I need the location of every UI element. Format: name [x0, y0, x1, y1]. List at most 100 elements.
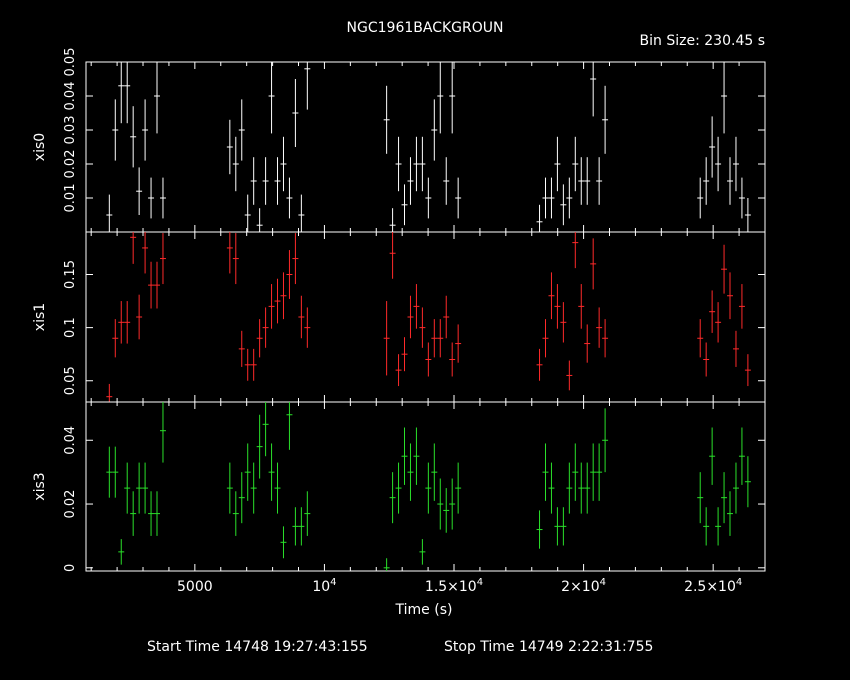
data-point [383, 85, 390, 154]
data-point [715, 507, 722, 546]
data-point [118, 301, 125, 344]
data-point [548, 272, 555, 320]
data-point [443, 157, 450, 205]
data-point [703, 157, 710, 205]
x-tick-mantissa: 1.5×10 [425, 579, 477, 595]
data-point [715, 136, 722, 192]
data-point [136, 167, 143, 215]
data-point [437, 478, 444, 530]
x-tick-exponent: 4 [330, 577, 336, 588]
data-point [148, 177, 155, 219]
plot-title: NGC1961BACKGROUN [347, 20, 504, 36]
data-point [154, 62, 160, 134]
y-axis-label: xis1 [32, 303, 48, 331]
data-point [286, 402, 293, 450]
data-point [548, 462, 555, 514]
data-point [419, 136, 426, 192]
data-point [602, 85, 609, 154]
x-tick-mantissa: 2×10 [561, 579, 599, 595]
stop-time-label: Stop Time 14749 2:22:31:755 [444, 639, 653, 655]
data-point [727, 272, 733, 320]
data-point [232, 136, 239, 192]
y-axis-label: xis3 [32, 472, 48, 500]
x-tick-label: 2.5×104 [684, 577, 742, 595]
data-point [130, 106, 137, 168]
data-point [542, 443, 549, 501]
data-point [124, 62, 131, 124]
data-point [262, 307, 269, 348]
data-point [268, 62, 275, 134]
data-point [383, 301, 390, 376]
x-tick-label: 2×104 [561, 577, 606, 595]
data-point [159, 233, 166, 285]
data-point [554, 507, 561, 546]
data-point [431, 319, 438, 358]
data-point [703, 507, 710, 546]
data-point [112, 99, 119, 161]
data-point [262, 402, 269, 457]
data-point [244, 443, 251, 501]
data-point [542, 177, 549, 219]
data-point [268, 284, 275, 329]
data-point [292, 233, 299, 285]
data-point [389, 232, 396, 279]
data-point [560, 184, 567, 226]
x-tick-label: 1.5×104 [425, 577, 483, 595]
data-point [449, 478, 456, 530]
data-point [130, 232, 137, 264]
data-point [280, 136, 287, 192]
data-point [118, 62, 125, 124]
data-point [226, 119, 233, 175]
data-point [413, 284, 420, 329]
data-point [401, 427, 408, 485]
data-point [401, 184, 408, 226]
data-point [721, 244, 728, 294]
data-point [425, 177, 432, 219]
data-point [590, 443, 597, 501]
y-tick-label: 0.05 [63, 366, 78, 395]
data-point [238, 472, 245, 524]
data-point [709, 116, 716, 178]
y-tick-label: 0.01 [63, 184, 78, 213]
data-point [443, 295, 450, 339]
data-point [721, 472, 728, 524]
data-point [106, 383, 113, 402]
data-point [118, 539, 125, 565]
panel-xis1: 0.05 0.1 0.15 xis1 [32, 231, 766, 403]
data-point [407, 157, 414, 205]
x-tick-mantissa: 10 [312, 579, 330, 595]
data-point [548, 177, 555, 219]
data-point [449, 62, 456, 134]
data-point [124, 462, 131, 514]
data-point [721, 62, 728, 134]
panel-xis0: 0.01 0.02 0.03 0.04 0.05 xis0 [32, 48, 766, 233]
data-point [238, 330, 245, 367]
data-point [437, 319, 444, 358]
data-point [226, 232, 233, 274]
data-point [738, 284, 745, 329]
data-point [112, 319, 119, 358]
data-point [584, 462, 591, 514]
data-point [443, 488, 450, 533]
data-point [455, 462, 462, 514]
data-point [554, 136, 561, 192]
data-point [304, 491, 311, 536]
data-point [560, 302, 567, 343]
y-tick-label: 0.04 [63, 426, 78, 455]
data-point [590, 238, 597, 290]
data-point [274, 157, 281, 205]
data-point [256, 208, 263, 232]
data-point [425, 462, 432, 514]
data-point [159, 177, 166, 219]
data-point [395, 462, 402, 514]
data-point [130, 491, 137, 536]
data-point [709, 290, 716, 333]
data-point [395, 354, 402, 387]
data-point [407, 295, 414, 339]
data-point [536, 510, 543, 549]
data-point [286, 177, 293, 219]
data-point [286, 250, 293, 299]
data-point [413, 427, 420, 485]
data-point [292, 507, 299, 546]
data-point [455, 177, 462, 219]
